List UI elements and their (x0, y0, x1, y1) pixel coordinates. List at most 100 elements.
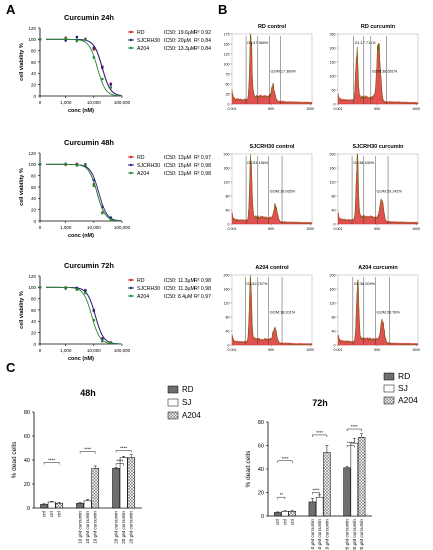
y-tick-label: 80 (258, 420, 264, 426)
legend-swatch (167, 385, 179, 394)
dose-response-chart: Curcumin 48h 0 20 40 60 80 100 120 0 1,000 10,000 1… (19, 138, 211, 239)
histogram-frame (231, 153, 313, 225)
bar-legend: RD SJ A204 (383, 371, 418, 405)
significance-label: **** (116, 459, 123, 464)
data-point (101, 77, 104, 81)
legend-series-name: A204 (137, 294, 149, 300)
x-tick-label: 20 μM curcumin (121, 511, 126, 544)
histogram-frame (337, 153, 419, 225)
y-tick-label: 0 (33, 342, 36, 347)
legend-series-name: RD (137, 30, 145, 36)
x-tick-label: ctrl (49, 511, 54, 517)
x-tick-label: 0 (39, 348, 42, 353)
x-tick-label: 1000 (412, 227, 420, 231)
x-axis-label: conc (nM) (68, 356, 94, 362)
y-tick-label: 0 (334, 102, 336, 106)
data-point (38, 163, 42, 166)
data-point (92, 308, 96, 312)
y-tick-label: 120 (330, 180, 336, 184)
data-point (84, 288, 87, 292)
y-tick-label: 0 (228, 222, 230, 226)
legend-label: RD (182, 385, 194, 394)
y-tick-label: 120 (224, 180, 230, 184)
x-tick-label: 500 (268, 348, 274, 352)
x-tick-label: 500 (374, 348, 380, 352)
histogram-area (337, 279, 419, 346)
x-tick-label: 500 (374, 107, 380, 111)
data-point (64, 163, 68, 166)
gate-label: G2/M:38.651% (372, 70, 398, 74)
panel-label-b: B (218, 2, 227, 17)
histogram-title: SJCRH30 control (250, 144, 295, 150)
bar (281, 511, 289, 517)
y-tick-label: 80 (24, 410, 30, 416)
data-point (101, 339, 104, 343)
y-tick-label: 40 (332, 208, 336, 212)
x-tick-label: 10,000 (87, 348, 101, 353)
legend-r2: R² 0.98 (194, 163, 211, 169)
bar (83, 500, 92, 509)
gate-label: G1:38.009% (354, 282, 376, 286)
y-tick-label: 150 (224, 42, 230, 46)
bar (350, 442, 359, 517)
significance-label: **** (84, 447, 91, 452)
x-tick-label: 1,000 (60, 348, 72, 353)
legend-label: A204 (182, 411, 201, 420)
y-tick-label: 20 (31, 330, 37, 335)
histogram-area (231, 33, 313, 105)
y-tick-label: 80 (332, 194, 336, 198)
gate-label: G2/M:18.201% (270, 311, 296, 315)
y-tick-label: 40 (332, 329, 336, 333)
histogram-title: SJCRH30 curcumin (352, 144, 404, 150)
histogram-title: A204 control (255, 265, 289, 271)
y-tick-label: 200 (224, 273, 230, 277)
y-axis-label: % dead cells (11, 441, 18, 479)
legend-label: SJ (398, 383, 408, 393)
fit-curve (46, 286, 122, 345)
significance-label: **** (281, 456, 288, 461)
legend-ic50: IC50: 11.3μM (164, 278, 195, 284)
legend-marker (129, 163, 133, 167)
significance-label: **** (120, 445, 127, 450)
histogram-fit-line (337, 280, 418, 345)
x-tick-label: 0.001 (228, 348, 237, 352)
fit-curve (46, 163, 123, 222)
y-tick-label: 60 (24, 434, 30, 440)
y-tick-label: 175 (224, 32, 230, 36)
x-tick-label: 1,000 (60, 225, 72, 230)
y-axis-label: cell viability % (19, 291, 25, 329)
data-point (64, 286, 68, 290)
gate-label: G2/M:19.935% (270, 190, 296, 194)
y-tick-label: 100 (28, 162, 36, 167)
gate-label: G1:53.156% (247, 161, 269, 165)
legend-ic50: IC50: 11.3μM (164, 286, 195, 292)
x-tick-label: 0.001 (334, 107, 343, 111)
legend-series-name: A204 (137, 171, 149, 177)
bar (112, 468, 120, 509)
cell-cycle-histogram: SJCRH30 curcumin 0 40 80 120 160 200 0.001 500 10… (330, 144, 421, 231)
x-tick-label: 10 μM curcumin (78, 511, 83, 544)
significance-bracket (277, 460, 293, 463)
chart-title: Curcumin 48h (64, 138, 114, 147)
y-tick-label: 80 (226, 194, 230, 198)
y-tick-label: 120 (28, 26, 36, 31)
cell-cycle-histogram: A204 curcumin 0 40 80 120 160 200 0.001 500 1000 G… (330, 265, 421, 352)
y-tick-label: 40 (258, 467, 264, 473)
legend-ic50: IC50: 20μM (164, 38, 191, 44)
data-point (109, 83, 113, 86)
dose-response-chart: Curcumin 24h 0 20 40 60 80 100 120 0 1,000 10,000 1… (19, 13, 211, 114)
bar-legend: RD SJ A204 (167, 385, 201, 420)
y-tick-label: 125 (224, 52, 230, 56)
significance-bracket (115, 463, 124, 466)
cell-cycle-histogram: RD control 0 25 50 75 100 125 150 175 0.001 500 100… (224, 24, 315, 111)
legend-label: SJ (182, 398, 191, 407)
y-tick-label: 75 (226, 72, 230, 76)
cell-cycle-histogram: RD curcumin 0 50 100 150 200 250 0.001 500 1000 G1… (330, 24, 421, 111)
y-tick-label: 0 (334, 222, 336, 226)
y-tick-label: 0 (33, 94, 36, 99)
legend-marker (129, 30, 133, 34)
x-tick-label: 20 μM curcumin (114, 511, 119, 544)
y-tick-label: 160 (330, 287, 336, 291)
x-tick-label: 10 μM curcumin (85, 511, 90, 544)
